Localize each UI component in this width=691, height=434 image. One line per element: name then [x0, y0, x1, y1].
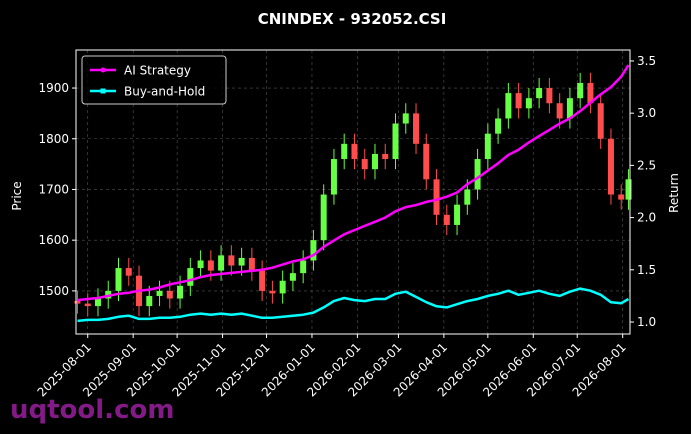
watermark: uqtool.com: [10, 395, 174, 425]
candle-body: [207, 260, 214, 271]
candle-body: [310, 240, 317, 261]
candle-body: [361, 159, 368, 170]
candle-body: [146, 295, 153, 307]
y2-tick-label: 1.5: [637, 263, 656, 277]
candle-body: [546, 88, 553, 104]
candle-body: [94, 298, 101, 307]
candle-body: [433, 179, 440, 215]
y-tick-label: 1800: [38, 132, 69, 146]
legend-marker: [100, 67, 106, 73]
candle-body: [166, 290, 173, 299]
y2-tick-label: 2.5: [637, 158, 656, 172]
candle-body: [156, 290, 163, 296]
candle-body: [300, 260, 307, 274]
candle-body: [218, 255, 225, 271]
candle-body: [187, 268, 194, 286]
plot-frame: [75, 49, 631, 335]
series-line: [77, 287, 630, 323]
candle-body: [382, 153, 389, 160]
candle-body: [454, 204, 461, 225]
candle-body: [115, 268, 122, 291]
candle-body: [625, 179, 632, 200]
candle-body: [269, 290, 276, 294]
candle-body: [443, 214, 450, 225]
candle-body: [392, 123, 399, 160]
candle-body: [228, 255, 235, 266]
candle-body: [618, 194, 625, 200]
candle-body: [259, 270, 266, 291]
y2-tick-label: 2.0: [637, 211, 656, 225]
y-tick-label: 1600: [38, 233, 69, 247]
y2-tick-label: 3.5: [637, 54, 656, 68]
candle-body: [536, 88, 543, 99]
candle-body: [577, 82, 584, 99]
candle-body: [515, 93, 522, 109]
candle-body: [566, 98, 573, 119]
candle-body: [341, 143, 348, 160]
candle-body: [607, 138, 614, 195]
y-tick-label: 1700: [38, 182, 69, 196]
candle-body: [474, 159, 481, 190]
candle-body: [330, 159, 337, 195]
candle-body: [177, 285, 184, 299]
candle-body: [289, 273, 296, 281]
candle-body: [351, 143, 358, 160]
y-axis-label: Price: [10, 181, 24, 210]
candle-body: [279, 280, 286, 294]
candle-body: [197, 260, 204, 269]
candle-body: [238, 257, 245, 266]
candle-body: [484, 133, 491, 160]
legend-label: Buy-and-Hold: [124, 85, 205, 99]
y2-tick-label: 1.0: [637, 315, 656, 329]
candle-body: [84, 303, 91, 307]
candle-body: [525, 98, 532, 109]
y-tick-label: 1900: [38, 81, 69, 95]
candle-body: [423, 143, 430, 180]
chart-title: CNINDEX - 932052.CSI: [258, 10, 447, 28]
candle-body: [597, 103, 604, 139]
candle-body: [587, 82, 594, 104]
candle-body: [74, 301, 81, 304]
candle-body: [556, 103, 563, 119]
candle-body: [125, 268, 132, 276]
candle-body: [464, 189, 471, 205]
candle-body: [371, 153, 378, 170]
candle-body: [505, 93, 512, 119]
candle-body: [495, 118, 502, 134]
legend-marker: [100, 88, 106, 94]
y2-axis-label: Return: [667, 173, 681, 213]
candle-body: [320, 194, 327, 241]
candle-body: [248, 257, 255, 271]
series-line: [77, 64, 630, 302]
y-tick-label: 1500: [38, 284, 69, 298]
legend-box: [81, 55, 227, 105]
candle-body: [413, 113, 420, 144]
legend-label: AI Strategy: [124, 64, 191, 78]
y2-tick-label: 3.0: [637, 106, 656, 120]
candle-body: [402, 113, 409, 124]
